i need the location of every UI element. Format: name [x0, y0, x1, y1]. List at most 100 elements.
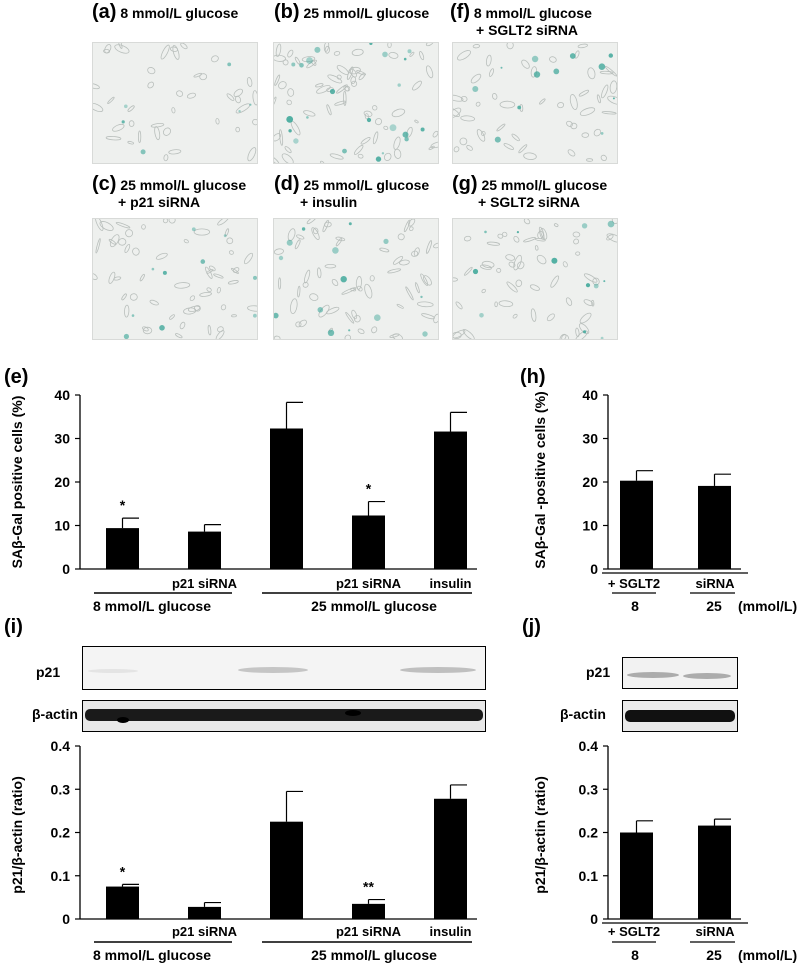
stained-cell: [366, 117, 372, 123]
cell: [233, 88, 244, 98]
cell: [333, 51, 341, 56]
significance-mark-e: *: [366, 481, 372, 497]
cell: [463, 266, 473, 276]
cell: [459, 137, 468, 146]
cell: [508, 261, 516, 268]
cell: [553, 223, 559, 227]
y-tick-label-h: 20: [582, 474, 598, 490]
cell: [496, 267, 502, 273]
cell: [284, 146, 292, 154]
cell: [121, 293, 127, 301]
cell: [287, 49, 294, 58]
cell: [103, 48, 111, 54]
cell: [433, 242, 438, 249]
cell: [513, 254, 522, 271]
cell: [375, 118, 382, 126]
micrograph-label-a: (a) 8 mmol/L glucose: [92, 1, 239, 23]
cell: [567, 149, 576, 157]
stained-cell: [404, 137, 409, 142]
blot-j-row1-label: p21: [586, 664, 611, 680]
stained-cell: [403, 57, 407, 61]
stained-cell: [249, 103, 252, 106]
stained-cell: [329, 88, 336, 95]
cell: [550, 275, 560, 288]
cell: [341, 287, 357, 295]
cell: [557, 102, 565, 109]
cell: [364, 113, 369, 120]
y-tick-label-i: 0: [62, 911, 70, 927]
cell: [583, 273, 598, 283]
bar-i: [434, 798, 467, 919]
cell: [609, 80, 617, 94]
cell: [105, 136, 122, 141]
cell: [169, 46, 179, 52]
cell: [230, 267, 239, 274]
cell: [430, 141, 438, 149]
stained-cell: [472, 86, 479, 92]
stained-cell: [581, 223, 588, 229]
cell: [344, 334, 352, 339]
stained-cell: [162, 270, 167, 275]
cell: [372, 131, 379, 145]
cell: [226, 237, 234, 245]
stained-cell: [191, 227, 196, 232]
cell: [575, 251, 581, 256]
cell: [455, 301, 463, 310]
stained-cell: [299, 63, 304, 68]
cell: [155, 252, 168, 260]
blot-i-row2-label: β-actin: [32, 706, 78, 722]
cell: [420, 273, 429, 286]
cell: [115, 222, 131, 229]
cell: [387, 43, 392, 48]
cell: [231, 314, 237, 318]
stained-cell: [593, 283, 599, 289]
bar-j: [698, 825, 731, 919]
cell: [247, 147, 257, 162]
cell: [331, 278, 339, 287]
stained-cell: [420, 295, 423, 299]
cell: [228, 250, 234, 255]
cell: [599, 70, 614, 75]
cell: [335, 236, 346, 242]
cell: [399, 259, 410, 266]
stained-cell: [551, 257, 558, 264]
stained-cell: [278, 255, 284, 261]
cell: [206, 287, 212, 293]
stained-cell: [531, 55, 539, 63]
cell: [147, 67, 156, 75]
cell: [298, 319, 307, 328]
stained-cell: [151, 267, 155, 271]
cell: [320, 160, 325, 163]
treatment-label-e: p21 siRNA: [336, 576, 402, 591]
cell: [596, 94, 601, 104]
cell: [206, 269, 214, 274]
blot-j-p21: [622, 657, 738, 689]
stained-cell: [381, 152, 385, 155]
cell: [224, 228, 230, 237]
stained-cell: [375, 156, 382, 162]
cell: [472, 44, 481, 49]
cell: [350, 76, 356, 84]
y-tick-label-e: 10: [54, 518, 70, 534]
group-label-e: 25 mmol/L glucose: [311, 598, 437, 614]
cell: [611, 219, 617, 224]
stained-cell: [585, 283, 591, 288]
stained-cell: [374, 314, 381, 321]
treatment-label-h: + SGLT2: [608, 576, 660, 591]
stained-cell: [253, 275, 257, 280]
cell: [243, 252, 254, 265]
blot-j-row2-label: β-actin: [560, 706, 606, 722]
micrograph-texture: [274, 43, 438, 163]
cell: [405, 286, 414, 301]
cell: [303, 110, 316, 117]
cell: [523, 219, 531, 225]
blot-j-actin: [622, 700, 738, 732]
cell: [578, 323, 590, 335]
cell: [171, 107, 176, 114]
cell: [336, 84, 348, 94]
cell: [379, 247, 390, 253]
stained-cell: [274, 312, 279, 319]
cell: [412, 80, 422, 91]
cell: [562, 261, 568, 268]
cell: [227, 280, 239, 285]
